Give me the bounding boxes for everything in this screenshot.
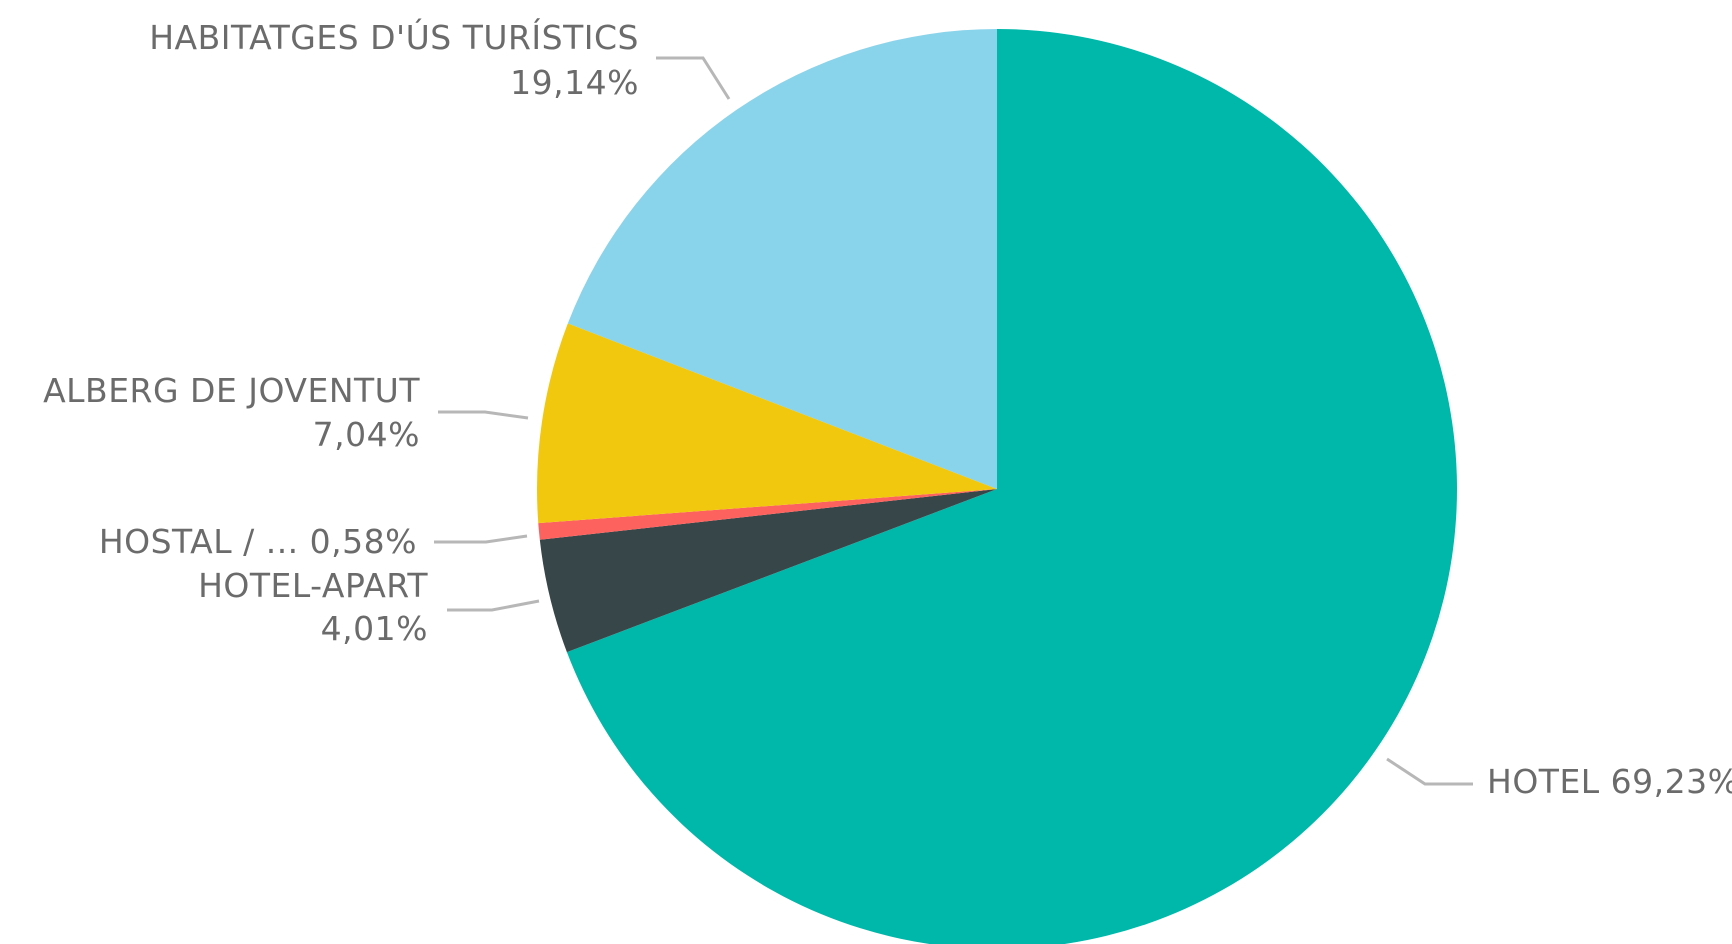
- leader-line-alberg-de-joventut: [438, 410, 529, 420]
- pie-slice-hotel[interactable]: [566, 29, 1457, 944]
- leader-line-habitatges-d-s-tur-stics: [656, 56, 731, 100]
- data-label-hotel-apart: HOTEL-APART: [198, 566, 428, 605]
- leader-line-hotel: [1386, 757, 1473, 786]
- data-value-habitatges-d-s-tur-stics: 19,14%: [510, 63, 639, 102]
- data-label-habitatges-d-s-tur-stics: HABITATGES D'ÚS TURÍSTICS: [149, 17, 639, 57]
- data-label-hostal: HOSTAL / ... 0,58%: [99, 522, 417, 561]
- data-label-hotel: HOTEL 69,23%: [1487, 762, 1732, 801]
- pie-slice-habitatges-d-s-tur-stics[interactable]: [567, 29, 997, 489]
- leader-line-hostal: [434, 534, 528, 544]
- leader-line-hotel-apart: [447, 599, 540, 612]
- data-value-alberg-de-joventut: 7,04%: [313, 415, 420, 454]
- data-value-hotel-apart: 4,01%: [321, 609, 428, 648]
- data-label-alberg-de-joventut: ALBERG DE JOVENTUT: [43, 371, 420, 410]
- pie-slice-hostal[interactable]: [538, 489, 997, 540]
- pie-slice-alberg-de-joventut[interactable]: [537, 323, 997, 524]
- pie-slice-hotel-apart[interactable]: [539, 489, 997, 653]
